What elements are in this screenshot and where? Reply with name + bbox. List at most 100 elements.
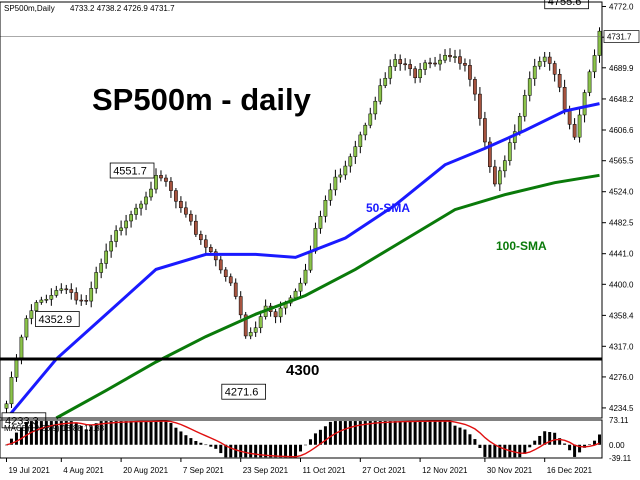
macd-bar	[139, 421, 143, 445]
macd-bar	[478, 444, 482, 449]
support-level-label: 4300	[286, 362, 319, 379]
bull-candle	[9, 377, 14, 405]
bull-candle	[537, 61, 542, 67]
macd-bar	[453, 425, 457, 445]
bear-candle	[562, 87, 567, 110]
bear-candle	[557, 74, 562, 88]
bear-candle	[198, 234, 203, 241]
bear-candle	[458, 56, 462, 64]
macd-bar	[24, 422, 28, 445]
macd-bar	[224, 444, 228, 458]
bull-candle	[592, 55, 597, 73]
bear-candle	[468, 65, 472, 80]
macd-bar	[553, 432, 557, 445]
bear-candle	[228, 276, 233, 284]
macd-bar	[249, 444, 253, 458]
macd-bar	[279, 444, 283, 458]
bull-candle	[29, 310, 34, 319]
macd-bar	[458, 427, 462, 445]
macd-bar	[104, 421, 108, 445]
macd-bar	[194, 440, 198, 445]
macd-bar	[598, 434, 602, 445]
macd-bar	[219, 444, 223, 454]
bear-candle	[547, 56, 552, 64]
y-tick-label: 4606.6	[609, 126, 634, 135]
bear-candle	[398, 59, 403, 65]
macd-bar	[353, 421, 357, 445]
bull-candle	[24, 318, 29, 338]
bear-candle	[488, 141, 492, 168]
bull-candle	[139, 203, 143, 209]
x-tick-label: 30 Nov 2021	[487, 466, 533, 475]
macd-tick-label: 73.11	[609, 416, 629, 425]
macd-bar	[523, 444, 527, 454]
moving-averages	[0, 36, 602, 420]
bear-candle	[74, 292, 79, 301]
macd-bar	[373, 421, 377, 445]
macd-tick-label: -39.11	[609, 454, 632, 463]
annotation-box	[35, 311, 80, 327]
x-tick-label: 12 Nov 2021	[422, 466, 468, 475]
bull-candle	[453, 56, 457, 58]
macd-bar	[378, 421, 382, 445]
macd-bar	[169, 423, 173, 445]
macd-bar	[184, 435, 188, 445]
macd-bar	[418, 421, 422, 445]
price-axis: 4772.04730.94689.94648.24606.64565.54524…	[0, 1, 640, 419]
bear-candle	[84, 300, 89, 302]
macd-bar	[588, 444, 592, 445]
bull-candle	[577, 114, 582, 138]
bear-candle	[483, 118, 487, 143]
bear-candle	[243, 314, 248, 337]
macd-bar	[119, 421, 123, 445]
bull-candle	[89, 288, 94, 302]
macd-bar	[124, 421, 128, 445]
bull-candle	[134, 207, 138, 215]
bull-candle	[119, 227, 123, 231]
macd-bar	[383, 421, 387, 445]
bear-candle	[473, 79, 477, 95]
bull-candle	[149, 188, 153, 198]
bear-candle	[79, 299, 84, 302]
bull-candle	[19, 336, 24, 359]
bear-candle	[408, 64, 412, 70]
y-tick-label: 4772.0	[609, 2, 634, 11]
macd-bar	[388, 421, 392, 445]
sma100-label: 100-SMA	[496, 239, 547, 253]
bull-candle	[104, 250, 109, 264]
bull-candle	[497, 170, 502, 185]
bull-candle	[587, 71, 592, 93]
macd-panel: 73.11 0.00 -39.11	[0, 416, 632, 463]
macd-bar	[483, 444, 487, 457]
sma50-line	[5, 102, 600, 420]
bear-candle	[64, 288, 69, 291]
bull-candle	[438, 59, 442, 65]
bull-candle	[59, 288, 64, 291]
x-tick-label: 23 Sep 2021	[243, 466, 289, 475]
macd-bar	[303, 444, 307, 446]
bull-candle	[532, 65, 537, 79]
bull-candle	[502, 160, 507, 172]
macd-bar	[269, 444, 273, 458]
bull-candle	[582, 92, 587, 116]
macd-bar	[259, 444, 263, 458]
macd-label: MACD(12,26,9) 18.88 12.88	[4, 424, 105, 433]
bull-candle	[383, 77, 388, 86]
macd-bar	[363, 421, 367, 445]
macd-bar	[109, 421, 113, 445]
bull-candle	[298, 282, 303, 292]
bear-candle	[223, 269, 228, 277]
macd-bar	[358, 421, 362, 445]
current-price-tag	[603, 30, 640, 43]
bull-candle	[328, 189, 333, 201]
annotation-value: 4755.6	[548, 0, 582, 8]
macd-bar	[543, 431, 547, 445]
macd-bar	[204, 444, 208, 446]
y-tick-label: 4317.0	[609, 342, 634, 351]
macd-bar	[403, 421, 407, 445]
annotation-box	[221, 383, 266, 400]
macd-bar	[578, 444, 582, 453]
macd-bar	[308, 439, 312, 445]
x-tick-label: 16 Dec 2021	[547, 466, 593, 475]
bear-candle	[159, 175, 163, 179]
